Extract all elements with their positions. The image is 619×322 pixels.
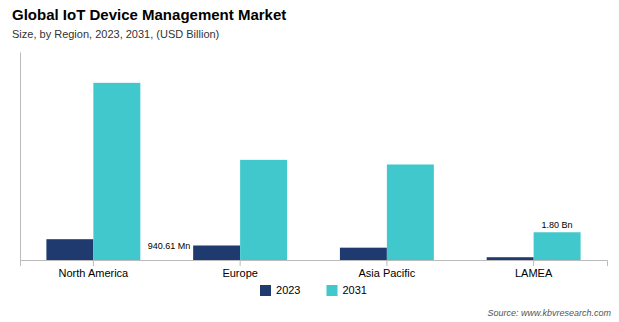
legend-item: 2031 (327, 284, 367, 296)
bar (487, 257, 534, 260)
bar (534, 232, 581, 260)
source: Source: www.kbvresearch.com (487, 308, 611, 318)
legend-swatch (327, 285, 338, 296)
bar (340, 248, 387, 260)
annotations: 940.61 Mn 1.80 Bn (148, 220, 573, 250)
x-tick-mark (386, 260, 387, 266)
x-tick-label: North America (59, 267, 130, 279)
annotation: 940.61 Mn (148, 241, 191, 251)
bar (387, 164, 434, 260)
legend: 2023 2031 (260, 284, 367, 296)
subtitle: Size, by Region, 2023, 2031, (USD Billio… (12, 28, 219, 40)
x-tick-label: Europe (222, 267, 257, 279)
x-tick: Europe (222, 260, 257, 279)
bars (46, 83, 580, 260)
legend-label: 2031 (343, 284, 367, 296)
bar (93, 83, 140, 260)
x-axis: North America Europe Asia Pacific LAMEA (21, 260, 608, 279)
legend-label: 2023 (276, 284, 300, 296)
bar (46, 239, 93, 260)
y-axis (20, 53, 21, 261)
title: Global IoT Device Management Market (12, 6, 286, 23)
bar (240, 160, 287, 260)
x-tick-mark (240, 260, 241, 266)
x-tick-mark (93, 260, 94, 266)
y-axis-line (20, 53, 21, 261)
x-tick: North America (59, 260, 130, 279)
series (93, 83, 580, 260)
bar (193, 246, 240, 260)
x-tick: Asia Pacific (358, 260, 415, 279)
annotation: 1.80 Bn (542, 220, 573, 230)
x-tick-mark (533, 260, 534, 266)
x-tick-label: LAMEA (515, 267, 553, 279)
x-axis-line (21, 261, 608, 267)
plot: North America Europe Asia Pacific LAMEA 940.… (21, 53, 608, 279)
x-tick-label: Asia Pacific (358, 267, 415, 279)
chart: Global IoT Device Management Market Size,… (0, 0, 619, 322)
x-tick: LAMEA (515, 260, 553, 279)
legend-swatch (260, 285, 271, 296)
legend-item: 2023 (260, 284, 300, 296)
